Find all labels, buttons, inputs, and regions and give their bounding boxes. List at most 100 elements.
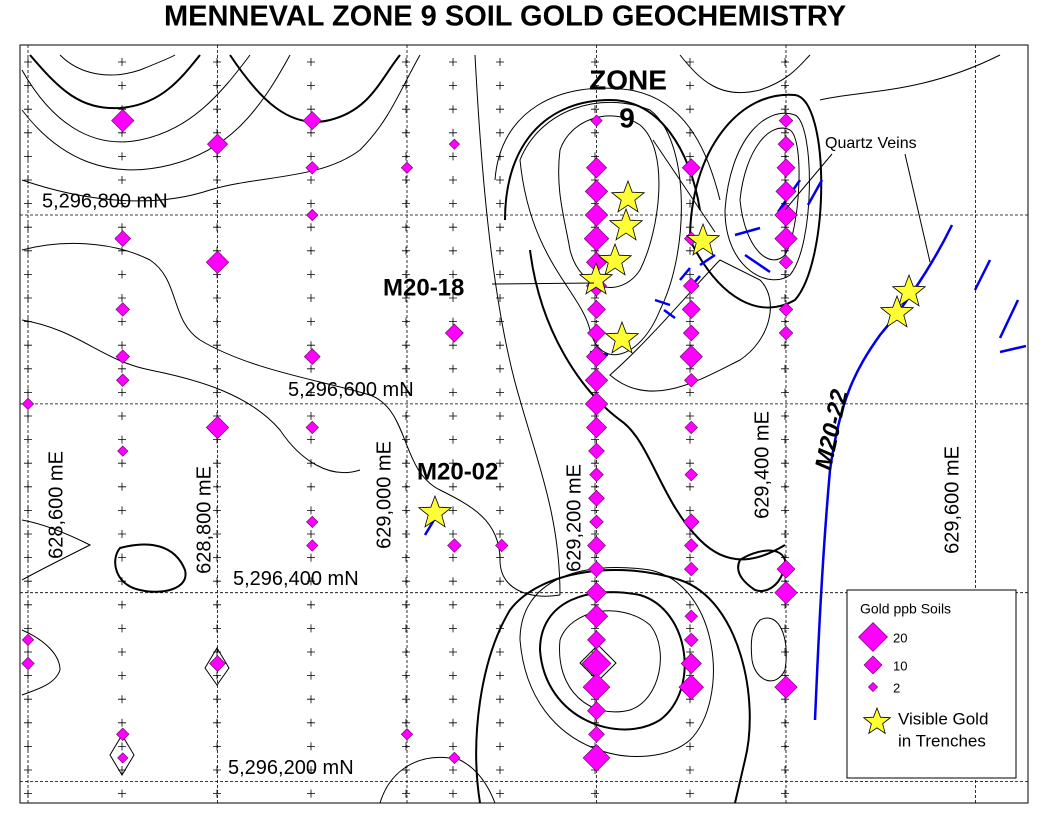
soil-sample	[684, 632, 699, 648]
contour	[21, 54, 421, 202]
contour	[29, 54, 201, 110]
gold-star	[610, 179, 646, 213]
station	[686, 766, 694, 774]
soil-sample	[684, 373, 699, 388]
station	[213, 695, 221, 704]
station	[24, 624, 32, 633]
station	[307, 412, 315, 420]
soil-sample	[303, 348, 321, 365]
soil-sample	[777, 135, 795, 153]
soil-sample	[400, 161, 414, 174]
station	[213, 742, 221, 751]
station	[118, 600, 126, 609]
station	[307, 364, 315, 373]
station	[24, 459, 32, 468]
station	[402, 199, 410, 208]
station	[496, 388, 504, 397]
station	[402, 105, 410, 114]
station	[402, 718, 410, 727]
station	[24, 58, 32, 66]
station	[24, 317, 32, 326]
station	[402, 388, 410, 397]
station	[307, 176, 315, 184]
gold-star	[685, 222, 721, 256]
station	[118, 58, 126, 66]
leader-line	[904, 153, 931, 263]
station	[213, 176, 221, 184]
vein	[744, 253, 771, 274]
soil-sample	[582, 744, 611, 772]
station	[449, 530, 457, 538]
leader-line	[652, 139, 716, 233]
contour	[519, 101, 682, 356]
station	[591, 459, 599, 468]
station	[118, 246, 126, 255]
station	[449, 128, 457, 137]
station	[496, 152, 504, 161]
station	[118, 766, 126, 774]
station	[24, 435, 32, 444]
station	[591, 317, 599, 326]
station	[449, 506, 457, 515]
soil-sample	[776, 158, 796, 178]
legend-label: in Trenches	[898, 731, 986, 750]
station	[496, 294, 504, 302]
station	[213, 766, 221, 774]
station	[402, 223, 410, 232]
station	[449, 553, 457, 562]
station	[402, 317, 410, 326]
easting-label: 629,000 mE	[373, 441, 395, 549]
station	[118, 577, 126, 586]
contour	[109, 734, 135, 776]
station	[781, 624, 789, 633]
gold-star	[578, 261, 614, 295]
station	[449, 317, 457, 326]
zone-label: 9	[619, 102, 635, 133]
station	[24, 742, 32, 751]
gold-star	[597, 242, 633, 276]
station	[496, 435, 504, 444]
contour	[819, 54, 1001, 101]
station	[449, 105, 457, 114]
soil-sample	[684, 420, 698, 435]
station	[118, 482, 126, 491]
soil-sample	[205, 250, 230, 274]
station	[307, 58, 315, 66]
station	[449, 388, 457, 397]
station	[118, 695, 126, 704]
soil-sample	[585, 157, 608, 179]
legend-marker	[863, 655, 883, 675]
contour	[21, 242, 561, 597]
station	[402, 58, 410, 66]
contour	[504, 98, 701, 221]
station	[24, 412, 32, 420]
station	[591, 530, 599, 538]
station	[213, 624, 221, 633]
station	[307, 506, 315, 515]
station	[686, 506, 694, 515]
station	[213, 506, 221, 515]
soil-sample	[584, 604, 609, 628]
station	[496, 718, 504, 727]
leader-line	[491, 282, 595, 285]
station	[402, 176, 410, 184]
station	[118, 176, 126, 184]
soil-sample	[305, 420, 319, 435]
station	[449, 577, 457, 586]
station	[402, 648, 410, 656]
legend-marker	[858, 622, 888, 652]
station	[686, 317, 694, 326]
station	[402, 270, 410, 279]
soil-sample	[447, 538, 462, 553]
station	[449, 152, 457, 161]
station	[118, 412, 126, 420]
station	[118, 459, 126, 468]
station	[686, 388, 694, 397]
station	[449, 412, 457, 420]
station	[449, 742, 457, 751]
station	[213, 341, 221, 350]
station	[24, 718, 32, 727]
vein	[654, 298, 676, 320]
station	[402, 624, 410, 633]
